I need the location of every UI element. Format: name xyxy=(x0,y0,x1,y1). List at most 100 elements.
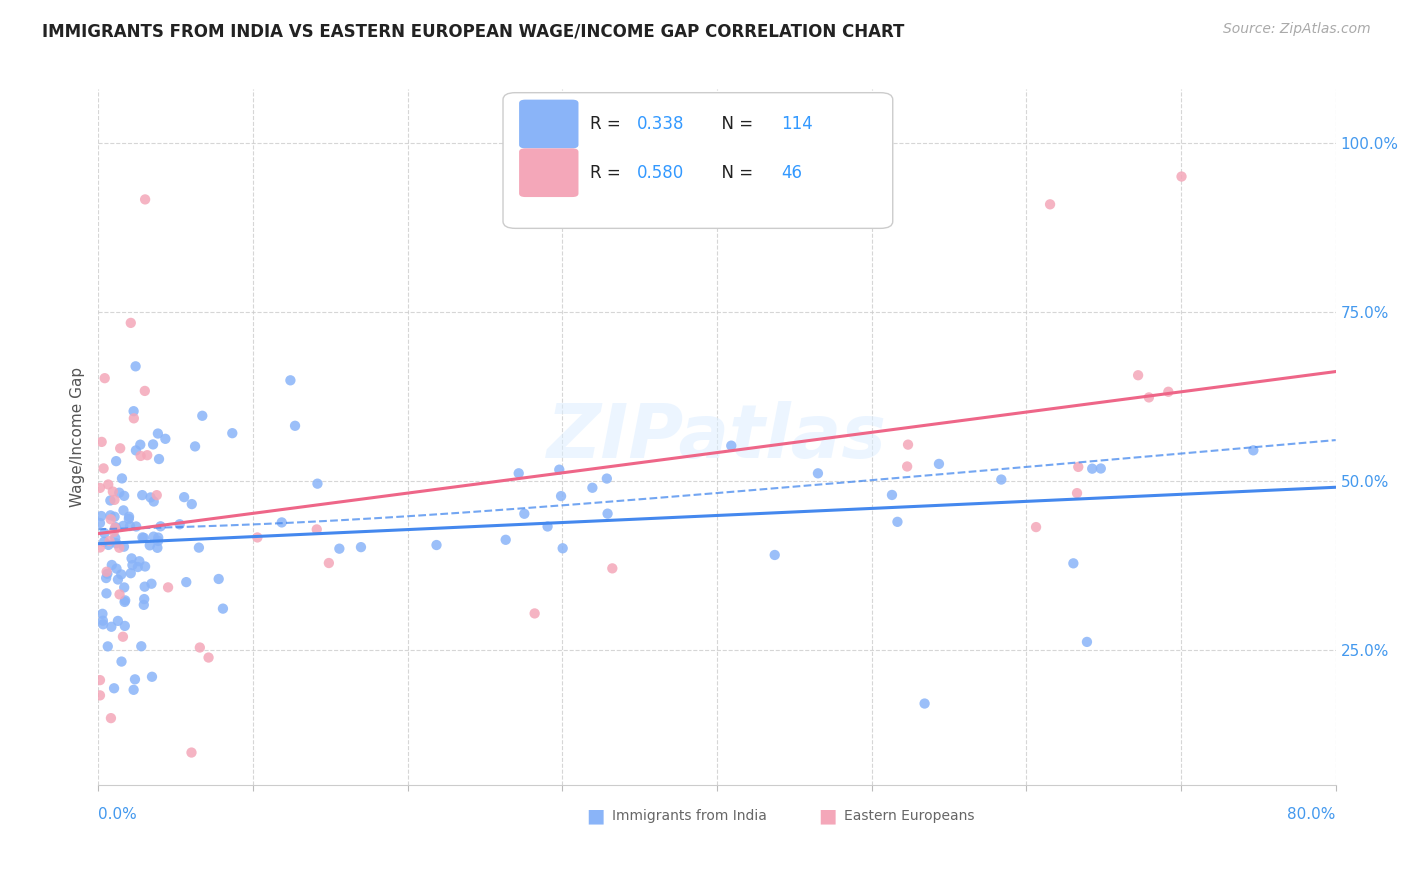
Point xyxy=(94,571,117,585)
Point xyxy=(914,697,936,711)
Point xyxy=(118,512,141,526)
Point xyxy=(425,538,447,552)
Point xyxy=(108,587,131,601)
Point xyxy=(221,426,243,441)
Text: IMMIGRANTS FROM INDIA VS EASTERN EUROPEAN WAGE/INCOME GAP CORRELATION CHART: IMMIGRANTS FROM INDIA VS EASTERN EUROPEA… xyxy=(42,22,904,40)
Point xyxy=(110,655,132,669)
Point xyxy=(91,614,114,628)
Point xyxy=(121,558,143,572)
Point xyxy=(96,565,118,579)
Point xyxy=(131,530,153,544)
Point xyxy=(101,558,124,572)
Point xyxy=(763,548,786,562)
Point xyxy=(157,580,180,594)
Point xyxy=(104,520,127,534)
Text: 0.580: 0.580 xyxy=(637,164,683,182)
Text: 0.0%: 0.0% xyxy=(98,807,138,822)
Point xyxy=(122,404,145,418)
Point xyxy=(93,534,115,549)
Point xyxy=(111,630,134,644)
Point xyxy=(103,509,125,524)
Point xyxy=(495,533,517,547)
Point xyxy=(141,670,163,684)
Point xyxy=(602,561,624,575)
Point xyxy=(142,437,165,451)
Point xyxy=(886,515,908,529)
Point xyxy=(89,516,111,530)
Point xyxy=(134,193,156,207)
Point xyxy=(128,554,150,568)
Point xyxy=(142,530,165,544)
Point xyxy=(191,409,214,423)
Point xyxy=(146,426,169,441)
Point xyxy=(328,541,350,556)
Point xyxy=(1062,557,1084,571)
Point xyxy=(1076,635,1098,649)
Point xyxy=(108,541,131,555)
Point xyxy=(89,541,111,555)
Point xyxy=(990,473,1012,487)
Point xyxy=(1126,368,1149,383)
Point xyxy=(318,556,340,570)
Point xyxy=(131,488,153,502)
Text: ■: ■ xyxy=(586,806,605,826)
Point xyxy=(1157,384,1180,399)
Point xyxy=(134,592,156,607)
Point xyxy=(197,650,219,665)
Point xyxy=(100,620,122,634)
Point xyxy=(173,490,195,504)
Point xyxy=(90,509,112,524)
Point xyxy=(108,442,131,456)
Point xyxy=(188,640,211,655)
Point xyxy=(125,443,148,458)
Point xyxy=(807,467,830,481)
Point xyxy=(97,477,120,491)
Point xyxy=(114,593,136,607)
Point xyxy=(1137,391,1160,405)
Point xyxy=(174,575,197,590)
Point xyxy=(508,467,530,481)
Point xyxy=(100,508,122,523)
Point xyxy=(129,449,152,463)
Point xyxy=(97,640,120,654)
Point xyxy=(129,640,152,654)
Point xyxy=(208,572,231,586)
Point xyxy=(90,434,112,449)
Point xyxy=(1025,520,1047,534)
Point xyxy=(149,519,172,533)
Point xyxy=(1170,169,1192,184)
Point xyxy=(124,359,146,374)
Point xyxy=(136,448,159,462)
Point xyxy=(284,418,307,433)
Point xyxy=(880,488,903,502)
Point xyxy=(124,673,146,687)
Point xyxy=(246,531,269,545)
Point xyxy=(548,463,571,477)
Point xyxy=(134,580,156,594)
Point xyxy=(100,512,122,526)
Point xyxy=(1039,197,1062,211)
Point xyxy=(121,551,143,566)
Point xyxy=(720,439,742,453)
Point xyxy=(118,509,141,524)
Point xyxy=(93,526,115,541)
Text: 80.0%: 80.0% xyxy=(1288,807,1336,822)
Point xyxy=(105,561,128,575)
Point xyxy=(1081,461,1104,475)
Point xyxy=(125,519,148,533)
Point xyxy=(1241,443,1264,458)
Point xyxy=(146,541,169,555)
Point xyxy=(134,384,156,398)
Point xyxy=(96,566,118,581)
Point xyxy=(114,619,136,633)
Point xyxy=(89,689,111,703)
Point xyxy=(103,524,125,539)
Text: 46: 46 xyxy=(782,164,803,182)
Point xyxy=(187,541,209,555)
Point xyxy=(105,536,128,550)
Point xyxy=(104,521,127,535)
Point xyxy=(107,573,129,587)
Point xyxy=(280,373,302,387)
Point xyxy=(107,614,129,628)
Point xyxy=(100,711,122,725)
